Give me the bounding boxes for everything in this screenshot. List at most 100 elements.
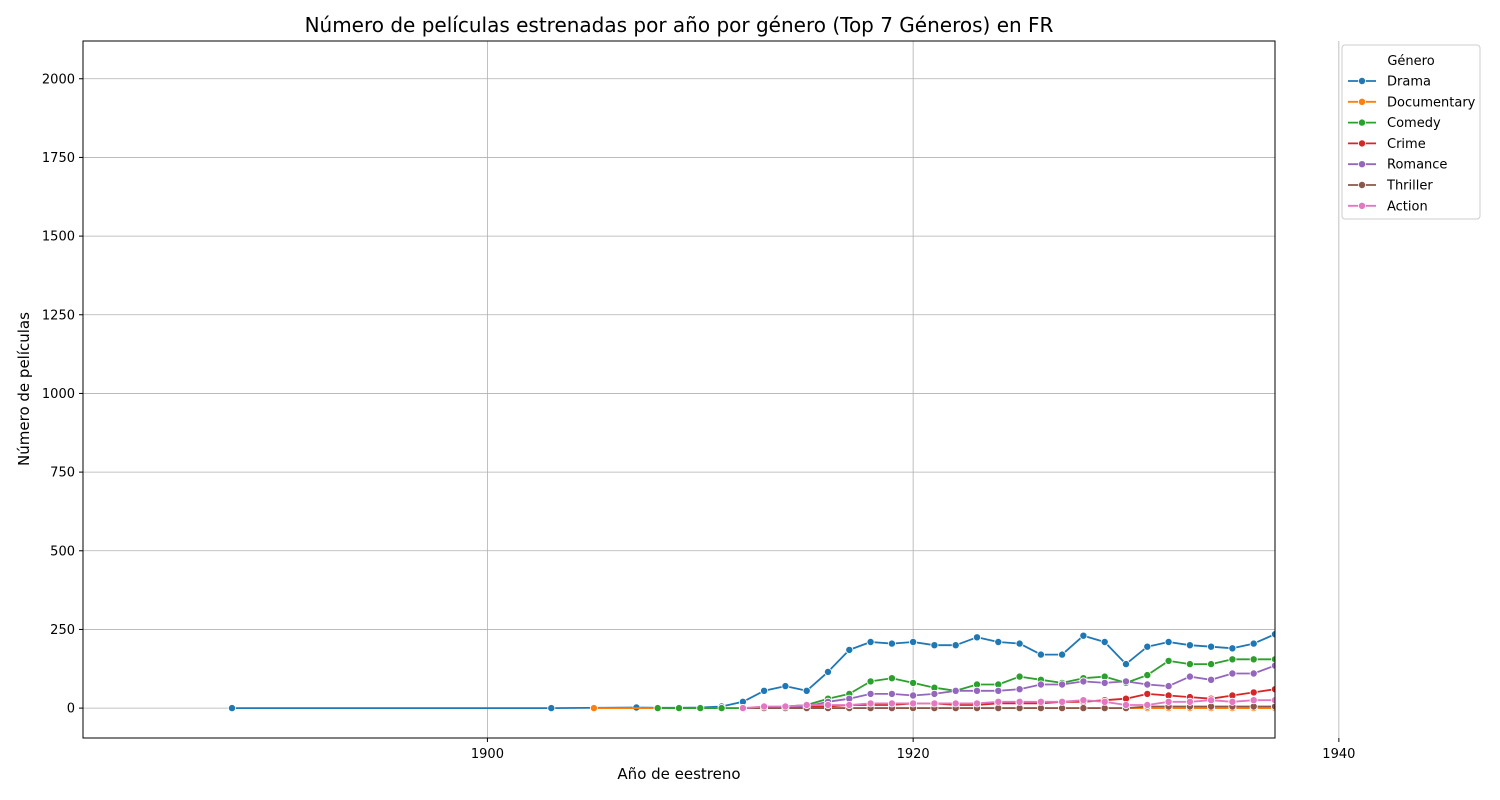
series-line	[742, 699, 1275, 709]
data-point	[1399, 646, 1406, 653]
legend-entry-drama: Drama	[1387, 75, 1431, 90]
data-point	[930, 641, 939, 650]
data-point	[802, 686, 811, 695]
data-point	[1378, 679, 1385, 686]
data-point	[1442, 698, 1449, 705]
data-point	[717, 704, 726, 713]
data-point	[1314, 697, 1321, 704]
data-point	[1079, 631, 1088, 640]
data-point	[1420, 703, 1427, 710]
data-point	[1271, 661, 1275, 670]
x-axis-label: Año de eestreno	[617, 765, 740, 783]
data-point	[1249, 639, 1258, 648]
series-crime	[738, 683, 1491, 713]
data-point	[909, 699, 918, 708]
data-point	[1357, 675, 1364, 682]
data-point	[1122, 660, 1131, 669]
data-point	[696, 704, 705, 713]
data-point	[845, 701, 854, 710]
series-documentary	[589, 704, 1364, 713]
x-axis-ticks: 1900192019401960198020002020	[471, 738, 1355, 762]
y-tick-label: 1500	[42, 230, 75, 245]
data-point	[887, 639, 896, 648]
data-point	[1484, 624, 1491, 631]
data-point	[1420, 686, 1427, 693]
series-comedy	[653, 655, 1491, 713]
data-point	[1484, 683, 1491, 690]
legend-marker	[1358, 180, 1367, 189]
legend-marker	[1358, 201, 1367, 210]
data-point	[1463, 700, 1470, 707]
legend-marker	[1358, 97, 1367, 106]
legend-box	[1341, 44, 1481, 220]
data-point	[1399, 684, 1406, 691]
data-point	[909, 638, 918, 647]
data-point	[1249, 669, 1258, 678]
data-point	[1036, 650, 1045, 659]
data-point	[866, 677, 875, 686]
data-point	[1314, 705, 1321, 712]
data-point	[1185, 697, 1194, 706]
data-point	[1484, 700, 1491, 707]
data-point	[1420, 686, 1427, 693]
data-point	[1357, 705, 1364, 712]
data-point	[1249, 688, 1258, 697]
data-point	[1357, 695, 1364, 702]
data-point	[1164, 656, 1173, 665]
data-point	[1399, 697, 1406, 704]
data-point	[589, 704, 598, 713]
data-point	[1420, 698, 1427, 705]
legend-entry-thriller: Thriller	[1386, 179, 1433, 194]
data-point	[675, 704, 684, 713]
data-point	[866, 699, 875, 708]
y-tick-label: 1000	[42, 387, 75, 402]
data-point	[1271, 696, 1275, 705]
data-point	[909, 691, 918, 700]
data-point	[1228, 655, 1237, 664]
legend: Género Drama Documentary Comedy Crime Romanc…	[1341, 44, 1481, 220]
data-point	[1420, 694, 1427, 701]
legend-entry-romance: Romance	[1387, 158, 1447, 173]
data-point	[1185, 641, 1194, 650]
data-point	[1164, 682, 1173, 691]
data-point	[1228, 697, 1237, 706]
data-point	[1249, 696, 1258, 705]
series-line	[593, 707, 1275, 709]
y-tick-label: 250	[50, 623, 75, 638]
data-point	[1463, 638, 1470, 645]
data-point	[1293, 673, 1300, 680]
data-point	[1207, 696, 1216, 705]
plot-frame	[82, 40, 1276, 739]
y-tick-label: 1250	[42, 308, 75, 323]
data-point	[994, 638, 1003, 647]
data-point	[887, 674, 896, 683]
data-point	[1378, 698, 1385, 705]
data-point	[1314, 638, 1321, 645]
series-action	[738, 696, 1491, 713]
data-point	[1100, 697, 1109, 706]
data-point	[845, 645, 854, 654]
data-point	[1100, 638, 1109, 647]
data-point	[781, 702, 790, 711]
data-point	[1378, 703, 1385, 710]
data-point	[1442, 651, 1449, 658]
data-point	[1378, 651, 1385, 658]
y-tick-label: 2000	[42, 72, 75, 87]
data-point	[1293, 657, 1300, 664]
legend-entry-documentary: Documentary	[1387, 95, 1476, 110]
legend-entry-crime: Crime	[1387, 137, 1426, 152]
y-tick-label: 500	[50, 544, 75, 559]
x-tick-label: 1920	[897, 747, 930, 762]
data-point	[1484, 701, 1491, 708]
data-point	[1378, 673, 1385, 680]
data-point	[1293, 705, 1300, 712]
data-point	[1228, 669, 1237, 678]
data-point	[1484, 681, 1491, 688]
data-point	[1484, 673, 1491, 680]
data-point	[951, 699, 960, 708]
data-point	[1314, 676, 1321, 683]
data-point	[866, 638, 875, 647]
data-point	[1143, 642, 1152, 651]
data-point	[1164, 697, 1173, 706]
data-point	[951, 641, 960, 650]
